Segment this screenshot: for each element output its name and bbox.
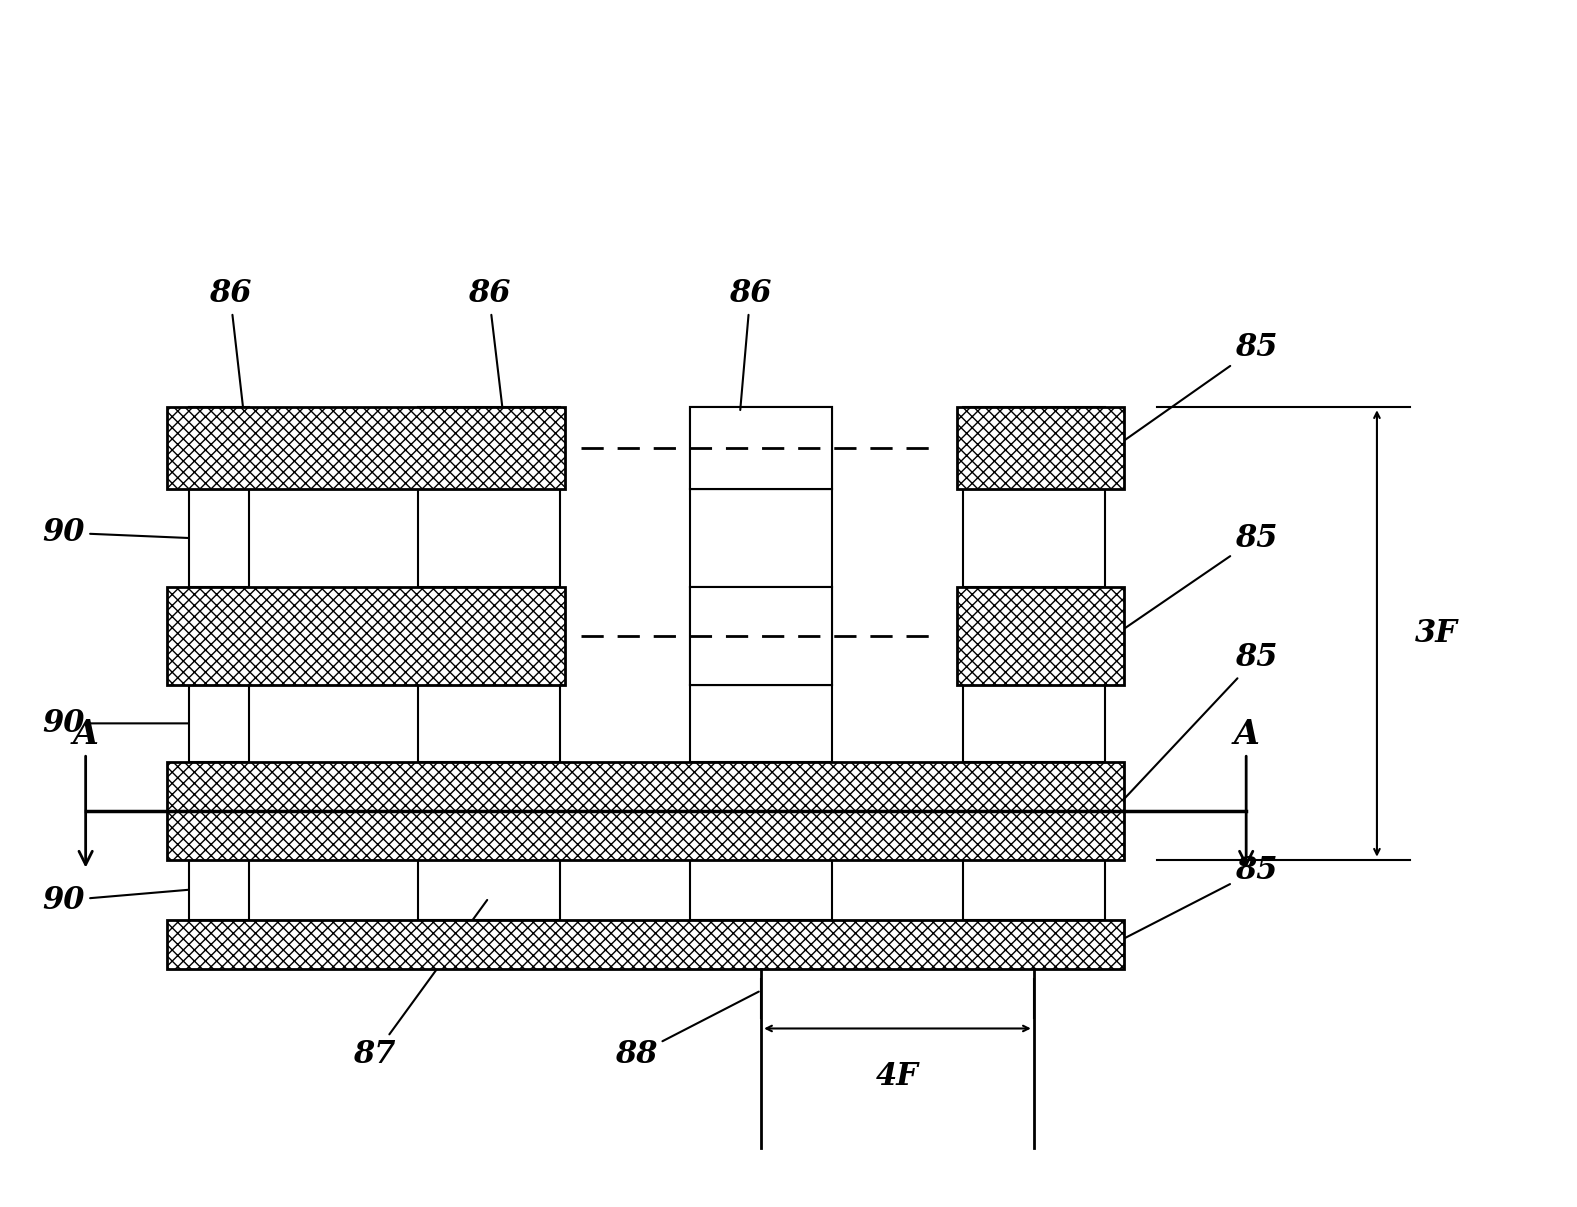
Text: 86: 86 (208, 279, 251, 410)
Text: 3F: 3F (1415, 618, 1459, 649)
Bar (691, 859, 833, 920)
Bar (189, 407, 249, 489)
Text: A: A (1233, 718, 1258, 864)
Bar (691, 407, 833, 489)
Bar (964, 762, 1104, 859)
Bar (418, 859, 560, 920)
Bar (964, 489, 1104, 587)
Bar (418, 762, 560, 859)
Bar (691, 920, 833, 968)
Bar (714, 594, 807, 678)
Bar (189, 489, 249, 587)
Text: A: A (73, 718, 99, 864)
Bar (418, 686, 560, 762)
Text: 90: 90 (43, 707, 189, 739)
Text: 87: 87 (353, 900, 487, 1071)
Bar (691, 587, 833, 686)
Text: 4F: 4F (877, 1061, 919, 1092)
Text: 85: 85 (1115, 523, 1277, 635)
Bar (987, 414, 1080, 483)
Bar (691, 489, 833, 587)
Text: 88: 88 (615, 992, 759, 1071)
Bar (987, 594, 1080, 678)
Bar (167, 587, 565, 686)
Bar (442, 594, 536, 678)
Bar (964, 587, 1104, 686)
Bar (691, 407, 833, 489)
Bar (189, 686, 249, 762)
Bar (167, 920, 1124, 968)
Bar (418, 920, 560, 968)
Bar (964, 686, 1104, 762)
Text: 85: 85 (1115, 332, 1277, 447)
Text: 90: 90 (43, 517, 189, 548)
Bar (442, 768, 536, 853)
Bar (714, 414, 807, 483)
Bar (714, 768, 807, 853)
Bar (189, 762, 249, 859)
Text: 86: 86 (468, 279, 509, 410)
Bar (167, 407, 565, 489)
Bar (167, 762, 1124, 859)
Bar (189, 859, 249, 920)
Bar (189, 920, 249, 968)
Bar (957, 587, 1124, 686)
Bar (418, 587, 560, 686)
Bar (964, 407, 1104, 489)
Text: 90: 90 (43, 885, 189, 916)
Text: 86: 86 (729, 279, 771, 410)
Bar (418, 407, 560, 489)
Bar (964, 859, 1104, 920)
Bar (987, 768, 1080, 853)
Bar (691, 587, 833, 686)
Bar (964, 920, 1104, 968)
Bar (442, 414, 536, 483)
Bar (189, 587, 249, 686)
Text: 85: 85 (1115, 642, 1277, 809)
Bar (418, 489, 560, 587)
Text: 85: 85 (1115, 855, 1277, 943)
Bar (691, 762, 833, 859)
Bar (691, 686, 833, 762)
Bar (957, 407, 1124, 489)
